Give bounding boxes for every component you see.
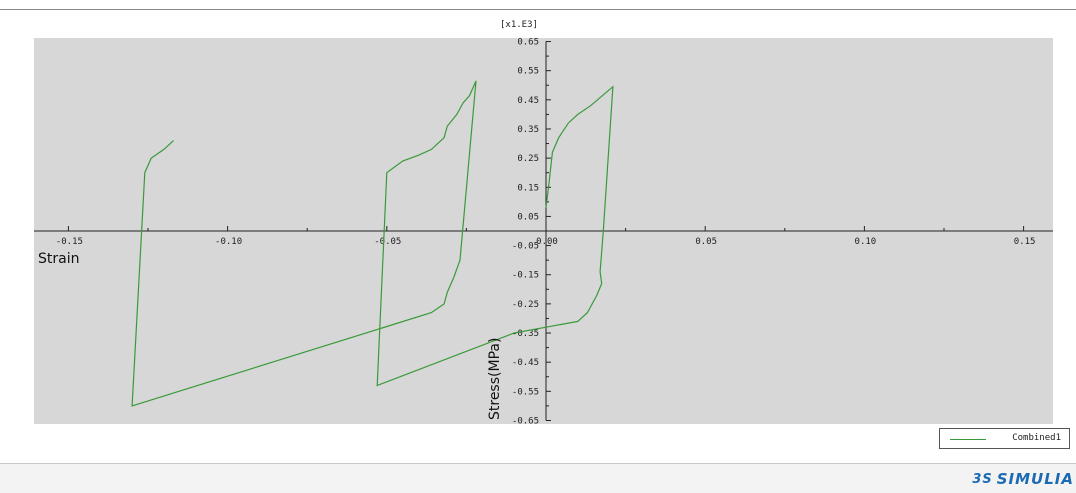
series-line <box>131 80 614 407</box>
y-tick-label: -0.15 <box>512 271 539 281</box>
chart-viewport[interactable]: -0.15 -0.10 -0.05 0.00 0.05 0.10 0.15 0.650.55… <box>0 0 1076 462</box>
y-tick-label: 0.15 <box>517 183 539 193</box>
x-tick-label: 0.00 <box>536 237 558 247</box>
legend[interactable]: Combined1 <box>939 428 1070 449</box>
y-tick-label: -0.05 <box>512 242 539 252</box>
y-tick-label: 0.65 <box>517 38 539 48</box>
x-tick-label: 0.10 <box>855 237 877 247</box>
y-tick-label: 0.05 <box>517 212 539 222</box>
y-tick-label: -0.65 <box>512 416 539 426</box>
x-axis-title: Strain <box>38 251 79 267</box>
y-ticks: 0.65 0.55 0.45 0.35 0.25 0.15 0.05 -0.05 -0.15 -0… <box>512 38 551 426</box>
scale-label: [x1.E3] <box>500 20 538 30</box>
x-tick-label: -0.15 <box>56 237 83 247</box>
y-tick-label: 0.25 <box>517 154 539 164</box>
series-layer <box>131 80 614 407</box>
y-axis-title: Stress(MPa) <box>487 338 503 420</box>
legend-label: Combined1 <box>1012 433 1061 443</box>
y-tick-label: 0.35 <box>517 125 539 135</box>
brand-logo: 3S SIMULIA <box>972 470 1074 488</box>
y-tick-label: -0.45 <box>512 358 539 368</box>
y-tick-label: 0.45 <box>517 96 539 106</box>
3ds-logo-icon: 3S <box>972 471 993 487</box>
x-tick-label: 0.05 <box>695 237 717 247</box>
x-tick-label: -0.05 <box>374 237 401 247</box>
top-divider <box>0 9 1076 10</box>
y-tick-label: -0.35 <box>512 329 539 339</box>
x-tick-label: -0.10 <box>215 237 242 247</box>
x-ticks: -0.15 -0.10 -0.05 0.00 0.05 0.10 0.15 <box>56 226 1036 247</box>
x-tick-label: 0.15 <box>1014 237 1036 247</box>
y-tick-label: 0.55 <box>517 67 539 77</box>
brand-text: SIMULIA <box>996 470 1074 488</box>
y-tick-label: -0.55 <box>512 387 539 397</box>
y-tick-label: -0.25 <box>512 300 539 310</box>
legend-swatch <box>950 439 986 440</box>
footer-bar <box>0 463 1076 493</box>
